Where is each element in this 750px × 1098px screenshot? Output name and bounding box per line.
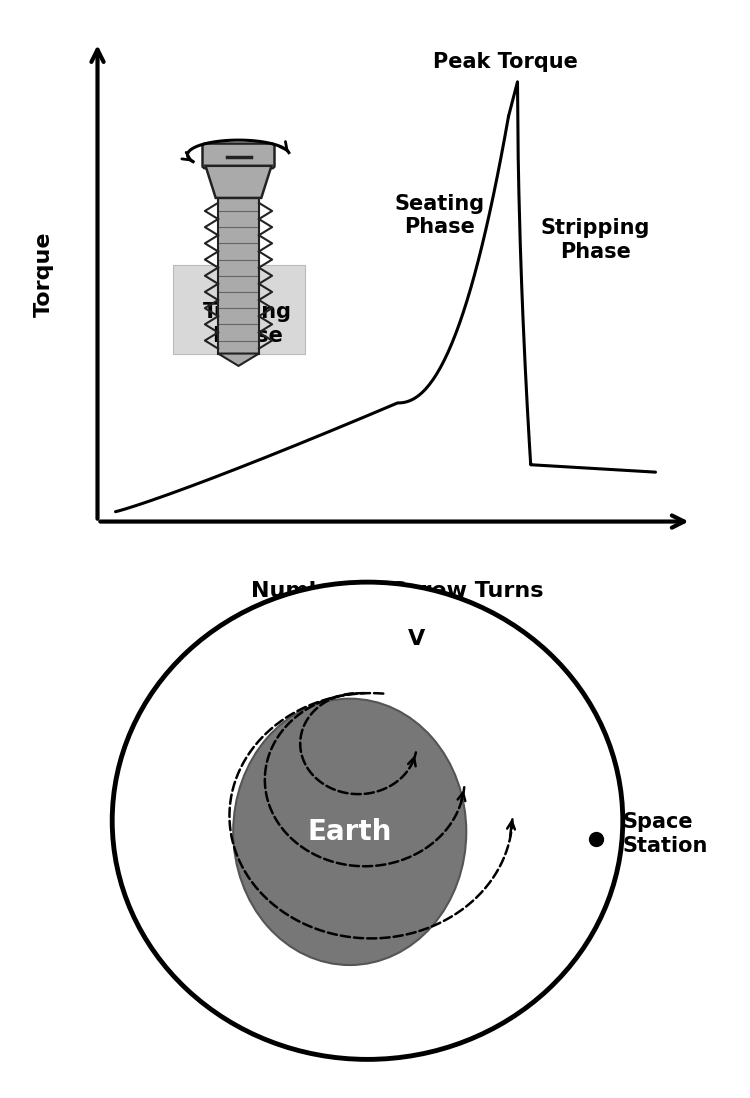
Text: Turning
Phase: Turning Phase: [203, 302, 292, 346]
Bar: [172, 265, 304, 354]
Text: Number of Screw Turns: Number of Screw Turns: [251, 581, 544, 601]
Polygon shape: [206, 166, 272, 198]
Text: Torque: Torque: [34, 232, 53, 317]
FancyBboxPatch shape: [202, 144, 274, 168]
Text: Space
Station: Space Station: [622, 813, 708, 855]
Text: V: V: [408, 629, 425, 649]
Bar: [218, 198, 259, 354]
Ellipse shape: [233, 698, 466, 965]
Polygon shape: [218, 354, 259, 366]
Ellipse shape: [112, 582, 622, 1060]
Text: Earth: Earth: [308, 818, 392, 845]
Text: Seating
Phase: Seating Phase: [394, 193, 484, 237]
Text: Peak Torque: Peak Torque: [433, 52, 578, 72]
Text: Stripping
Phase: Stripping Phase: [541, 219, 650, 261]
